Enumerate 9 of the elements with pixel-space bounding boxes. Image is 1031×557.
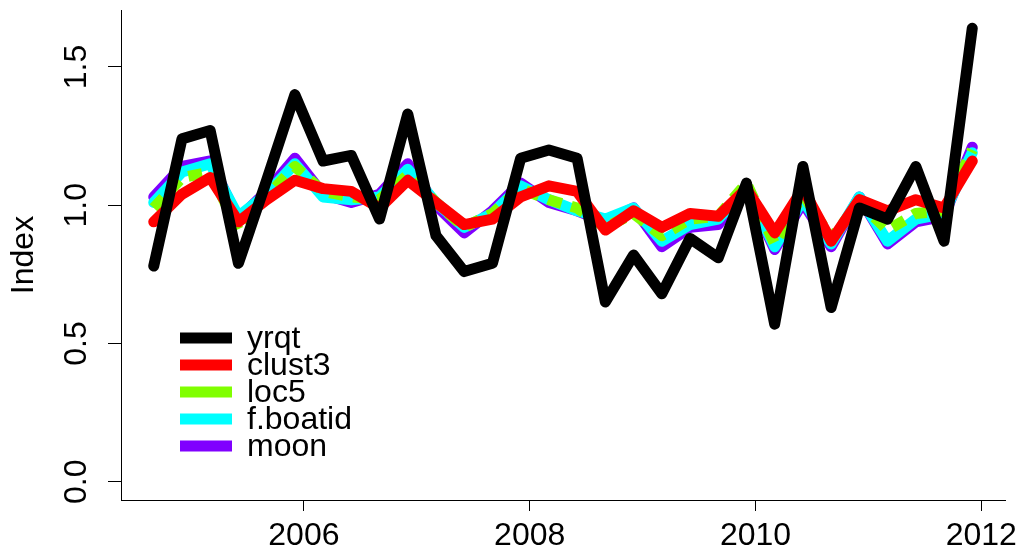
- x-tick-label: 2010: [719, 516, 792, 553]
- x-tick-label: 2006: [268, 516, 340, 553]
- y-tick-label: 0.0: [56, 459, 93, 504]
- x-tick-label: 2008: [494, 516, 566, 553]
- y-axis-title: Index: [3, 215, 40, 295]
- y-tick-label: 0.5: [56, 321, 93, 366]
- x-tick-label: 2012: [945, 516, 1017, 553]
- y-tick-label: 1.0: [56, 182, 93, 228]
- y-tick-label: 1.5: [56, 44, 93, 90]
